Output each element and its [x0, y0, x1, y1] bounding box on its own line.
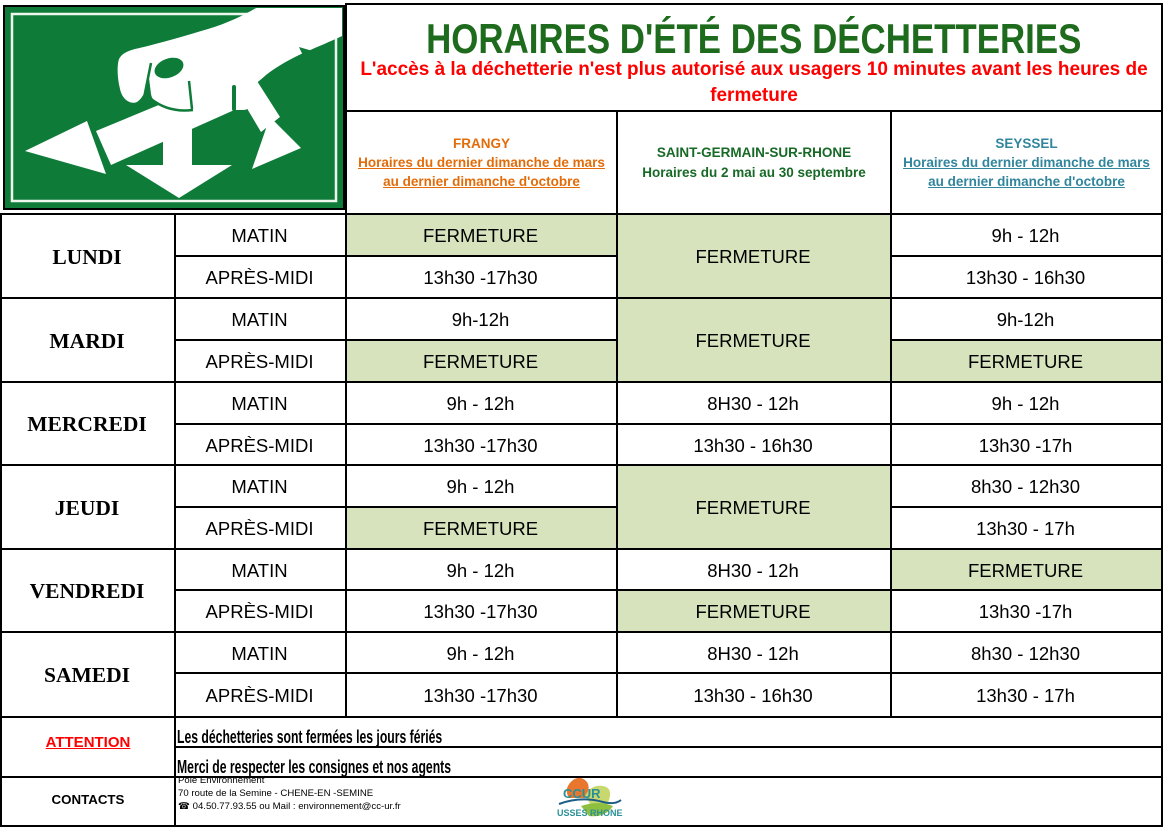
svg-text:CCUR: CCUR: [563, 786, 601, 801]
svg-text:USSES RHONE: USSES RHONE: [557, 808, 623, 818]
